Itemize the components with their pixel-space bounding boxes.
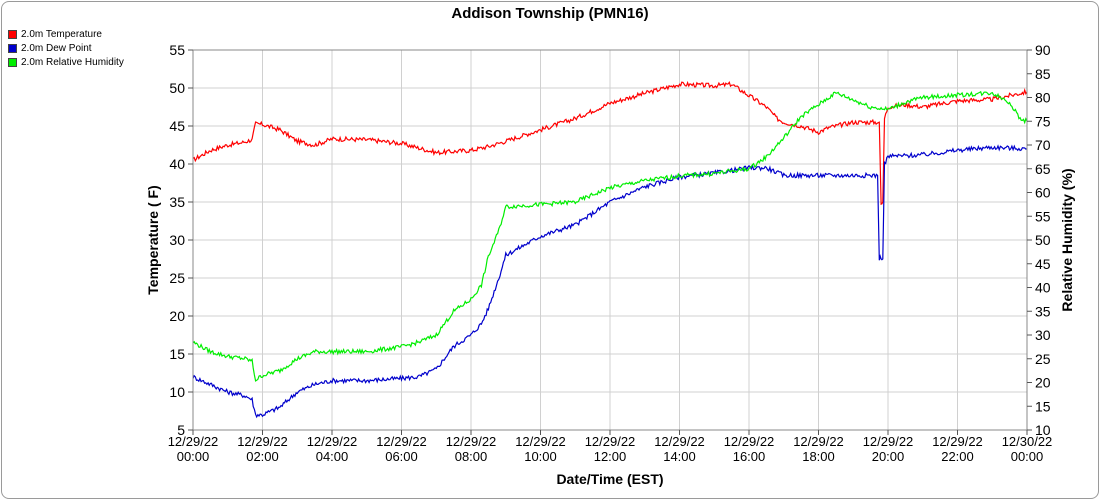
x-tick-label-date: 12/29/22 xyxy=(863,434,914,449)
grid xyxy=(192,49,1028,431)
y2-tick-label: 15 xyxy=(1035,398,1051,414)
x-tick-label-date: 12/30/22 xyxy=(1002,434,1053,449)
x-tick-label-time: 16:00 xyxy=(733,449,766,464)
x-axis-label: Date/Time (EST) xyxy=(556,471,663,487)
x-tick-label-time: 12:00 xyxy=(594,449,627,464)
x-tick-label-date: 12/29/22 xyxy=(168,434,219,449)
x-tick-label-date: 12/29/22 xyxy=(237,434,288,449)
x-tick-label-time: 18:00 xyxy=(802,449,835,464)
y2-tick-label: 45 xyxy=(1035,256,1051,272)
y2-tick-label: 25 xyxy=(1035,351,1051,367)
x-tick-label-time: 02:00 xyxy=(246,449,279,464)
y2-tick-label: 35 xyxy=(1035,303,1051,319)
y-tick-label: 15 xyxy=(169,346,185,362)
x-tick-label-date: 12/29/22 xyxy=(515,434,566,449)
y2-tick-label: 40 xyxy=(1035,280,1051,296)
x-tick-label-date: 12/29/22 xyxy=(307,434,358,449)
y2-tick-label: 65 xyxy=(1035,161,1051,177)
y2-axis-label: Relative Humidity (%) xyxy=(1059,168,1075,311)
legend-label-dew-point: 2.0m Dew Point xyxy=(21,42,92,54)
y-tick-label: 30 xyxy=(169,232,185,248)
chart-title: Addison Township (PMN16) xyxy=(451,5,649,22)
y2-tick-label: 70 xyxy=(1035,137,1051,153)
y2-tick-label: 85 xyxy=(1035,66,1051,82)
y2-tick-label: 50 xyxy=(1035,232,1051,248)
y-tick-label: 40 xyxy=(169,156,185,172)
y-tick-label: 50 xyxy=(169,80,185,96)
y2-tick-label: 20 xyxy=(1035,375,1051,391)
x-tick-label-date: 12/29/22 xyxy=(724,434,775,449)
y-tick-label: 35 xyxy=(169,194,185,210)
y-tick-label: 45 xyxy=(169,118,185,134)
x-tick-label-time: 20:00 xyxy=(872,449,905,464)
axes: 5 10 15 20 25 30 35 40 45 50 55 10 15 20 25 30 35 40 45 50 5… xyxy=(168,42,1053,464)
x-tick-label-time: 22:00 xyxy=(941,449,974,464)
x-tick-label-date: 12/29/22 xyxy=(376,434,427,449)
legend-item-dew-point: 2.0m Dew Point xyxy=(8,41,124,55)
x-tick-label-time: 00:00 xyxy=(1011,449,1044,464)
series-line-2-0m-temperature xyxy=(192,80,1028,206)
y2-tick-label: 75 xyxy=(1035,113,1051,129)
series-line-2-0m-relative-humidity xyxy=(192,90,1028,382)
y2-tick-label: 60 xyxy=(1035,185,1051,201)
y-tick-label: 10 xyxy=(169,384,185,400)
y2-tick-label: 80 xyxy=(1035,90,1051,106)
legend-item-humidity: 2.0m Relative Humidity xyxy=(8,55,124,69)
x-tick-label-date: 12/29/22 xyxy=(793,434,844,449)
y-tick-label: 55 xyxy=(169,42,185,58)
x-tick-label-date: 12/29/22 xyxy=(585,434,636,449)
y-axis-label: Temperature ( F) xyxy=(145,185,161,294)
x-tick-label-time: 04:00 xyxy=(316,449,349,464)
legend-swatch-dew-point xyxy=(8,43,17,53)
y2-tick-label: 30 xyxy=(1035,327,1051,343)
x-tick-label-time: 14:00 xyxy=(663,449,696,464)
x-tick-label-time: 00:00 xyxy=(177,449,210,464)
legend: 2.0m Temperature 2.0m Dew Point 2.0m Rel… xyxy=(8,27,124,69)
plot-area xyxy=(192,80,1028,419)
series-line-2-0m-dew-point xyxy=(192,144,1028,419)
x-tick-label-time: 08:00 xyxy=(455,449,488,464)
x-tick-label-date: 12/29/22 xyxy=(446,434,497,449)
x-tick-label-date: 12/29/22 xyxy=(654,434,705,449)
y2-tick-label: 90 xyxy=(1035,42,1051,58)
legend-label-temperature: 2.0m Temperature xyxy=(21,28,102,40)
legend-swatch-temperature xyxy=(8,29,17,39)
y2-tick-label: 10 xyxy=(1035,422,1051,438)
y-tick-label: 20 xyxy=(169,308,185,324)
legend-label-humidity: 2.0m Relative Humidity xyxy=(21,56,124,68)
y-tick-label: 5 xyxy=(177,422,185,438)
x-tick-label-date: 12/29/22 xyxy=(932,434,983,449)
legend-item-temperature: 2.0m Temperature xyxy=(8,27,124,41)
x-tick-label-time: 06:00 xyxy=(385,449,418,464)
legend-swatch-humidity xyxy=(8,57,17,67)
y-tick-label: 25 xyxy=(169,270,185,286)
x-tick-label-time: 10:00 xyxy=(524,449,557,464)
y2-tick-label: 55 xyxy=(1035,208,1051,224)
